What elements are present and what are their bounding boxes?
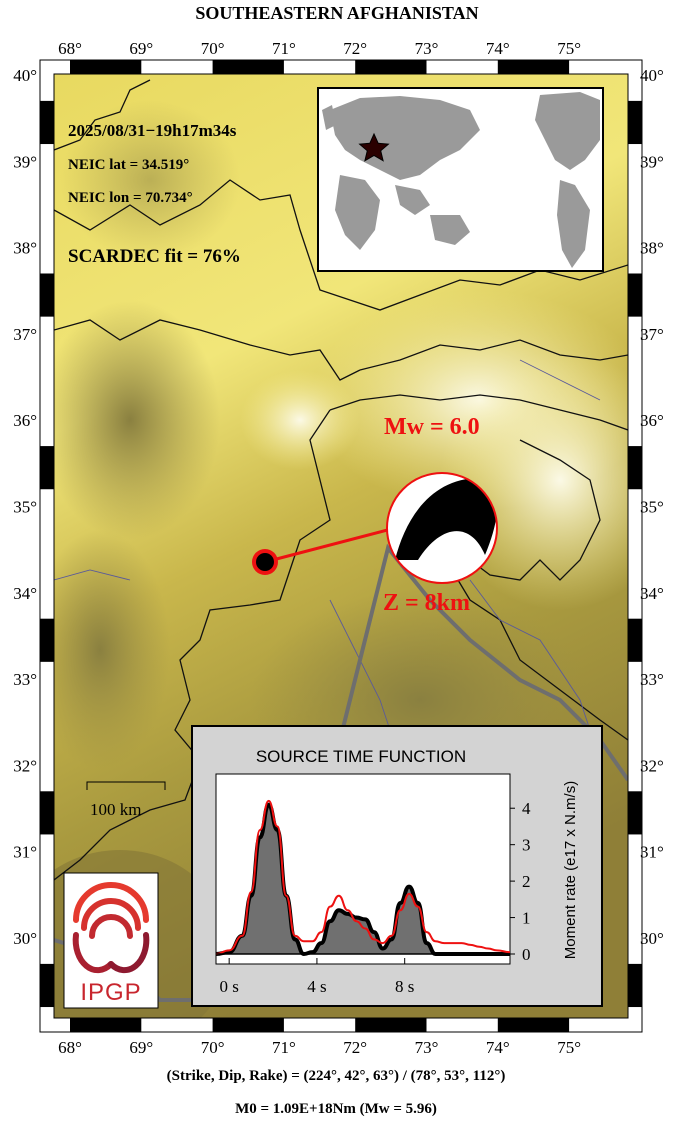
stf-y-tick-label: 1 bbox=[522, 909, 531, 928]
lon-tick-top: 68° bbox=[58, 39, 82, 58]
lat-tick-right: 32° bbox=[640, 756, 664, 775]
lat-tick-right: 39° bbox=[640, 152, 664, 171]
lat-tick-left: 35° bbox=[13, 498, 37, 517]
depth-label: Z = 8km bbox=[383, 590, 470, 616]
lon-tick-bottom: 71° bbox=[272, 1038, 296, 1057]
plate-boundary bbox=[54, 543, 628, 1002]
lat-tick-right: 40° bbox=[640, 66, 664, 85]
stf-y-tick-label: 4 bbox=[522, 799, 531, 818]
stf-x-tick-label: 0 s bbox=[219, 977, 238, 996]
lat-tick-left: 37° bbox=[13, 325, 37, 344]
lat-tick-left: 31° bbox=[13, 843, 37, 862]
stf-plot: 0 1 2 3 4 0 s 4 s 8 s bbox=[215, 799, 531, 996]
lon-tick-top: 72° bbox=[343, 39, 367, 58]
lon-tick-bottom: 70° bbox=[201, 1038, 225, 1057]
map-frame bbox=[39, 59, 643, 1033]
lat-tick-left: 32° bbox=[13, 756, 37, 775]
lon-tick-bottom: 69° bbox=[129, 1038, 153, 1057]
event-longitude: NEIC lon = 70.734° bbox=[68, 190, 193, 206]
country-borders bbox=[54, 79, 628, 881]
lon-tick-top: 74° bbox=[486, 39, 510, 58]
lat-tick-right: 38° bbox=[640, 239, 664, 258]
lat-tick-left: 39° bbox=[13, 152, 37, 171]
longitude-ticks-top: 68° 69° 70° 71° 72° 73° 74° 75° bbox=[58, 39, 581, 58]
event-latitude: NEIC lat = 34.519° bbox=[68, 157, 189, 173]
stf-x-tick-label: 8 s bbox=[395, 977, 414, 996]
latitude-ticks-left: 40° 39° 38° 37° 36° 35° 34° 33° 32° 31° 30° bbox=[13, 66, 37, 948]
lat-tick-right: 31° bbox=[640, 843, 664, 862]
lon-tick-bottom: 75° bbox=[557, 1038, 581, 1057]
source-time-function-panel: SOURCE TIME FUNCTION 0 1 2 3 4 0 s 4 s 8 s Mome… bbox=[191, 725, 603, 1007]
scale-label: 100 km bbox=[90, 800, 141, 819]
lon-tick-bottom: 68° bbox=[58, 1038, 82, 1057]
lon-tick-top: 71° bbox=[272, 39, 296, 58]
stf-y-tick-label: 3 bbox=[522, 836, 531, 855]
lon-tick-top: 75° bbox=[557, 39, 581, 58]
lon-tick-top: 70° bbox=[201, 39, 225, 58]
lon-tick-top: 69° bbox=[129, 39, 153, 58]
longitude-ticks-bottom: 68° 69° 70° 71° 72° 73° 74° 75° bbox=[58, 1038, 581, 1057]
stf-y-tick-label: 2 bbox=[522, 872, 531, 891]
latitude-ticks-right: 40° 39° 38° 37° 36° 35° 34° 33° 32° 31° 30° bbox=[640, 66, 664, 948]
lat-tick-right: 33° bbox=[640, 670, 664, 689]
world-inset-map bbox=[317, 87, 604, 272]
focal-mechanism-beachball bbox=[386, 472, 498, 584]
lat-tick-right: 37° bbox=[640, 325, 664, 344]
connector-line bbox=[264, 526, 396, 564]
lat-tick-right: 34° bbox=[640, 584, 664, 603]
lon-tick-bottom: 74° bbox=[486, 1038, 510, 1057]
strike-dip-rake: (Strike, Dip, Rake) = (224°, 42°, 63°) /… bbox=[167, 1068, 506, 1084]
logo-text: IPGP bbox=[80, 979, 141, 1006]
lat-tick-right: 36° bbox=[640, 411, 664, 430]
lat-tick-left: 30° bbox=[13, 929, 37, 948]
lat-tick-right: 30° bbox=[640, 929, 664, 948]
lon-tick-top: 73° bbox=[415, 39, 439, 58]
stf-y-axis-label: Moment rate (e17 x N.m/s) bbox=[562, 781, 579, 959]
lat-tick-left: 34° bbox=[13, 584, 37, 603]
ipgp-logo: IPGP bbox=[63, 872, 159, 1009]
epicenter-star-icon bbox=[358, 132, 390, 162]
scale-bar: 100 km bbox=[86, 781, 166, 819]
moment-summary: M0 = 1.09E+18Nm (Mw = 5.96) bbox=[235, 1101, 437, 1117]
scardec-fit: SCARDEC fit = 76% bbox=[68, 246, 241, 267]
lat-tick-left: 33° bbox=[13, 670, 37, 689]
stf-x-tick-label: 4 s bbox=[307, 977, 326, 996]
lat-tick-left: 40° bbox=[13, 66, 37, 85]
map-title: SOUTHEASTERN AFGHANISTAN bbox=[195, 3, 478, 23]
stf-title: SOURCE TIME FUNCTION bbox=[256, 747, 466, 766]
stf-y-tick-label: 0 bbox=[522, 945, 531, 964]
lon-tick-bottom: 73° bbox=[415, 1038, 439, 1057]
magnitude-label: Mw = 6.0 bbox=[384, 414, 480, 440]
stf-model-line bbox=[215, 799, 511, 955]
lat-tick-right: 35° bbox=[640, 498, 664, 517]
lat-tick-left: 38° bbox=[13, 239, 37, 258]
lon-tick-bottom: 72° bbox=[343, 1038, 367, 1057]
event-datetime: 2025/08/31−19h17m34s bbox=[68, 121, 237, 140]
lat-tick-left: 36° bbox=[13, 411, 37, 430]
